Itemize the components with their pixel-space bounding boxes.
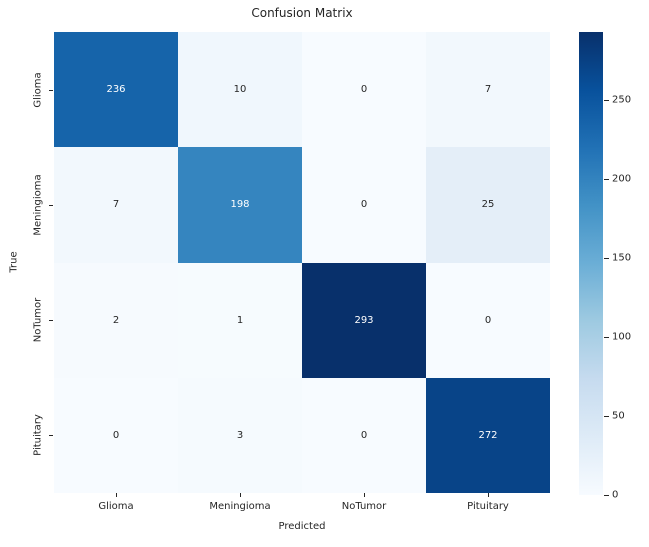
- heatmap-cell-Pituitary-Glioma: 0: [54, 377, 178, 493]
- colorbar-tick-label-0: 0: [612, 489, 619, 501]
- heatmap-cell-NoTumor-Glioma: 2: [54, 262, 178, 378]
- x-tick-label-Pituitary: Pituitary: [467, 501, 509, 512]
- x-tick-mark: [364, 493, 365, 497]
- colorbar-tick-mark: [604, 415, 609, 417]
- y-tick-label-Glioma: Glioma: [32, 71, 44, 108]
- colorbar-tick-mark: [604, 178, 609, 180]
- x-tick-label-Glioma: Glioma: [98, 501, 134, 512]
- heatmap-cell-Glioma-Glioma: 236: [54, 32, 178, 148]
- y-tick-mark: [49, 320, 53, 322]
- x-tick-label-NoTumor: NoTumor: [341, 501, 387, 512]
- heatmap-cell-Pituitary-Meningioma: 3: [178, 377, 302, 493]
- y-tick-mark: [49, 89, 53, 91]
- heatmap-cell-NoTumor-Meningioma: 1: [178, 262, 302, 378]
- x-tick-mark: [488, 493, 489, 497]
- heatmap-cell-Pituitary-NoTumor: 0: [302, 377, 426, 493]
- colorbar-tick-label-200: 200: [612, 173, 632, 185]
- colorbar: [579, 32, 603, 495]
- heatmap-cell-Meningioma-Pituitary: 25: [426, 147, 550, 263]
- chart-title: Confusion Matrix: [251, 6, 353, 20]
- colorbar-tick-label-150: 150: [612, 252, 632, 264]
- heatmap-cell-Meningioma-Meningioma: 198: [178, 147, 302, 263]
- colorbar-tick-label-50: 50: [612, 410, 625, 422]
- colorbar-tick-mark: [604, 336, 609, 338]
- y-tick-mark: [49, 204, 53, 206]
- y-tick-label-NoTumor: NoTumor: [32, 297, 44, 343]
- heatmap-cell-Glioma-Pituitary: 7: [426, 32, 550, 148]
- y-tick-label-Meningioma: Meningioma: [32, 174, 44, 236]
- x-tick-mark: [116, 493, 117, 497]
- y-tick-mark: [49, 435, 53, 437]
- colorbar-tick-mark: [604, 99, 609, 101]
- heatmap-grid: 236 10 0 7 7 198 0 25 2 1 293 0 0 3 0 272: [54, 32, 550, 493]
- colorbar-tick-label-250: 250: [612, 94, 632, 106]
- heatmap-cell-NoTumor-NoTumor: 293: [302, 262, 426, 378]
- colorbar-tick-label-100: 100: [612, 331, 632, 343]
- heatmap-cell-NoTumor-Pituitary: 0: [426, 262, 550, 378]
- y-axis-label: True: [8, 251, 20, 273]
- colorbar-tick-mark: [604, 257, 609, 259]
- x-tick-mark: [240, 493, 241, 497]
- y-tick-label-Pituitary: Pituitary: [32, 414, 44, 457]
- colorbar-tick-mark: [604, 495, 609, 496]
- x-tick-label-Meningioma: Meningioma: [209, 501, 271, 512]
- heatmap-cell-Glioma-NoTumor: 0: [302, 32, 426, 148]
- x-axis-label: Predicted: [278, 521, 326, 532]
- heatmap-cell-Pituitary-Pituitary: 272: [426, 377, 550, 493]
- heatmap-cell-Meningioma-NoTumor: 0: [302, 147, 426, 263]
- heatmap-cell-Meningioma-Glioma: 7: [54, 147, 178, 263]
- heatmap-cell-Glioma-Meningioma: 10: [178, 32, 302, 148]
